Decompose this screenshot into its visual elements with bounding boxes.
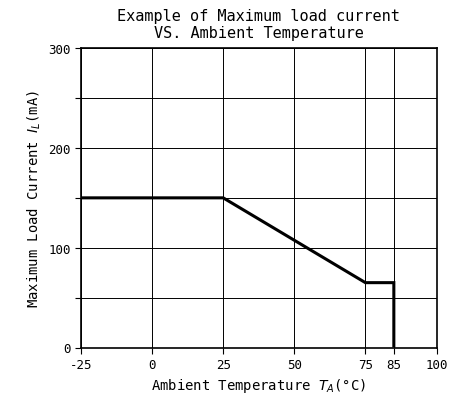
X-axis label: Ambient Temperature $T_A$(°C): Ambient Temperature $T_A$(°C) [151, 377, 366, 395]
Title: Example of Maximum load current
VS. Ambient Temperature: Example of Maximum load current VS. Ambi… [117, 9, 400, 41]
Y-axis label: Maximum Load Current $I_L$(mA): Maximum Load Current $I_L$(mA) [25, 90, 43, 307]
